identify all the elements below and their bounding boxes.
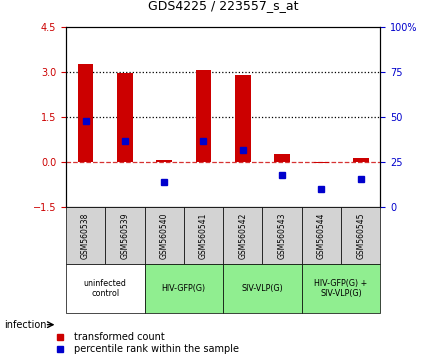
Bar (223, 207, 262, 264)
Bar (66, 207, 105, 264)
Text: GSM560545: GSM560545 (356, 212, 365, 259)
Text: GSM560538: GSM560538 (81, 212, 90, 259)
Bar (314, 162, 329, 164)
Bar (302, 207, 341, 264)
Text: GSM560541: GSM560541 (199, 212, 208, 259)
Bar (196, 70, 211, 162)
Bar (235, 75, 251, 162)
Bar (144, 264, 223, 313)
Text: transformed count: transformed count (74, 332, 165, 342)
Bar (66, 264, 144, 313)
Bar (156, 160, 172, 162)
Bar (105, 207, 144, 264)
Bar (184, 207, 223, 264)
Text: GDS4225 / 223557_s_at: GDS4225 / 223557_s_at (148, 0, 298, 12)
Text: HIV-GFP(G): HIV-GFP(G) (162, 284, 206, 293)
Bar (302, 264, 380, 313)
Text: GSM560540: GSM560540 (160, 212, 169, 259)
Bar (262, 207, 302, 264)
Text: GSM560543: GSM560543 (278, 212, 286, 259)
Bar (353, 158, 368, 162)
Bar (117, 73, 133, 162)
Bar (78, 64, 94, 162)
Bar (274, 154, 290, 162)
Text: GSM560539: GSM560539 (120, 212, 129, 259)
Text: infection: infection (4, 320, 47, 330)
Bar (223, 264, 302, 313)
Text: HIV-GFP(G) +
SIV-VLP(G): HIV-GFP(G) + SIV-VLP(G) (314, 279, 368, 298)
Text: percentile rank within the sample: percentile rank within the sample (74, 344, 239, 354)
Bar (144, 207, 184, 264)
Bar (341, 207, 380, 264)
Text: SIV-VLP(G): SIV-VLP(G) (241, 284, 283, 293)
Text: GSM560542: GSM560542 (238, 212, 247, 259)
Text: uninfected
control: uninfected control (84, 279, 127, 298)
Text: GSM560544: GSM560544 (317, 212, 326, 259)
